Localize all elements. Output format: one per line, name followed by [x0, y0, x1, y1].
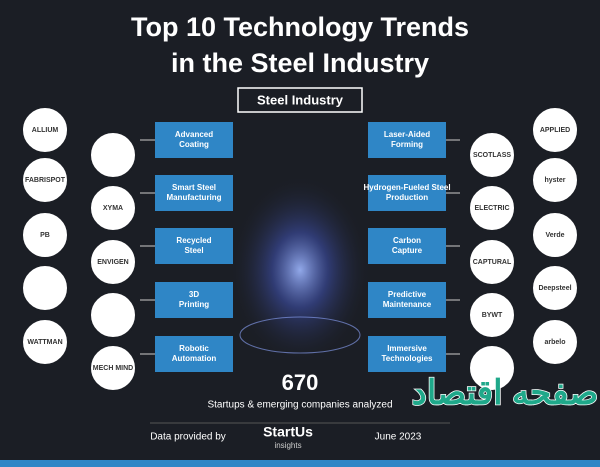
watermark: صفحه اقتصاد [412, 374, 599, 412]
center-label: Steel Industry [257, 92, 344, 107]
logo-circle [468, 238, 516, 286]
logo-circle [89, 291, 137, 339]
trend-box [155, 175, 233, 211]
trend-box [368, 336, 446, 372]
trend-label: Hydrogen-Fueled Steel Production [363, 183, 450, 202]
count: 670 [282, 370, 319, 395]
logo-circle [531, 264, 579, 312]
trend-label: Immersive Technologies [382, 344, 434, 363]
trend-label: Laser-Aided Forming [384, 130, 430, 149]
logo-circle [89, 344, 137, 392]
brand: StartUs [263, 424, 313, 440]
trend-box [368, 282, 446, 318]
logo-circle [21, 264, 69, 312]
title-line: in the Steel Industry [171, 48, 429, 78]
logo-text: MECH MIND [93, 365, 133, 372]
logo-circle [531, 211, 579, 259]
center-box [237, 87, 363, 113]
logo-circle [531, 156, 579, 204]
trend-label: 3D Printing [179, 290, 209, 309]
trend-label: Smart Steel Manufacturing [166, 183, 221, 202]
trend-box [368, 122, 446, 158]
logo-text: arbelo [544, 339, 565, 346]
logo-circle [468, 344, 516, 392]
robot-base [239, 316, 361, 354]
brand-sub: insights [274, 441, 301, 450]
trend-box [155, 282, 233, 318]
logo-circle [89, 238, 137, 286]
logo-circle [89, 184, 137, 232]
logo-text: XYMA [103, 205, 123, 212]
logo-circle [21, 106, 69, 154]
logo-text: ALLIUM [32, 127, 59, 134]
logo-text: ELECTRIC [475, 205, 510, 212]
trend-box [155, 228, 233, 264]
trend-box [368, 228, 446, 264]
logo-text: ENVIGEN [97, 259, 129, 266]
logo-circle [89, 131, 137, 179]
logo-circle [531, 318, 579, 366]
logo-circle [468, 131, 516, 179]
bottom-strip [0, 460, 600, 467]
date: June 2023 [375, 432, 422, 443]
trend-label: Recycled Steel [176, 236, 211, 255]
trend-box [155, 336, 233, 372]
logo-text: PB [40, 232, 50, 239]
logo-circle [21, 318, 69, 366]
logo-text: BYWT [482, 312, 503, 319]
logo-circle [21, 156, 69, 204]
logo-text: Deepsteel [538, 285, 571, 292]
trend-label: Advanced Coating [175, 130, 213, 149]
logo-circle [531, 106, 579, 154]
logo-text: CAPTURAL [473, 259, 512, 266]
trend-label: Robotic Automation [172, 344, 217, 363]
trend-label: Carbon Capture [392, 236, 423, 255]
trend-box [368, 175, 446, 211]
robot-glow [230, 175, 370, 365]
logo-circle [468, 291, 516, 339]
logo-text: FABRISPOT [25, 177, 66, 184]
logo-text: hyster [544, 177, 565, 184]
logo-text: WATTMAN [27, 339, 62, 346]
title-line: Top 10 Technology Trends [131, 12, 469, 42]
logo-text: Verde [545, 232, 564, 239]
trend-label: Predictive Maintenance [383, 290, 432, 309]
count-caption: Startups & emerging companies analyzed [207, 400, 392, 411]
logo-circle [21, 211, 69, 259]
provided-by: Data provided by [150, 432, 226, 443]
logo-text: APPLIED [540, 127, 570, 134]
logo-circle [468, 184, 516, 232]
trend-box [155, 122, 233, 158]
logo-text: SCOTLASS [473, 152, 511, 159]
